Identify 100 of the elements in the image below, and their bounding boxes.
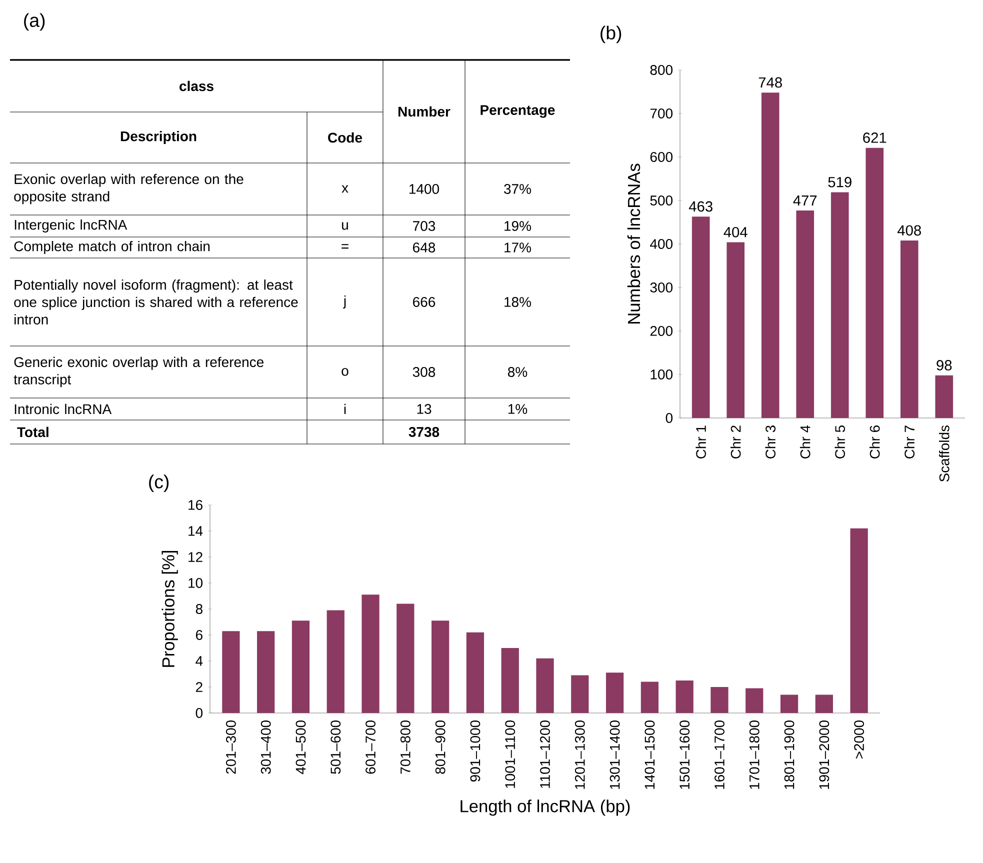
bar bbox=[796, 210, 814, 418]
x-tick-label: 1501–1600 bbox=[680, 720, 690, 789]
data-label: 621 bbox=[863, 132, 886, 143]
x-tick-label: Chr 4 bbox=[800, 425, 810, 458]
category-label: Exonic overlap with reference on the opposite strand bbox=[14, 174, 244, 204]
bar bbox=[326, 610, 344, 713]
y-tick-label: 600 bbox=[650, 152, 673, 162]
category-label: Intronic lncRNA bbox=[14, 404, 112, 414]
bar bbox=[606, 672, 624, 713]
y-tick-label: 0 bbox=[666, 413, 673, 423]
text: Number bbox=[398, 106, 450, 117]
text: Code bbox=[328, 132, 362, 143]
text: = bbox=[342, 244, 348, 249]
bar bbox=[676, 680, 694, 713]
text: 37% bbox=[504, 184, 531, 194]
text: 8% bbox=[508, 367, 528, 377]
bar bbox=[692, 216, 710, 418]
bar bbox=[815, 694, 833, 713]
y-tick-label: 16 bbox=[188, 500, 202, 510]
category-label: Potentially novel isoform (fragment): at least one splice junction is shared with a reference intron bbox=[14, 280, 298, 324]
category-label: Generic exonic overlap with a reference transcript bbox=[14, 356, 264, 388]
bar bbox=[536, 658, 554, 713]
x-tick-label: 1801–1900 bbox=[784, 720, 794, 789]
x-tick-label: 1401–1500 bbox=[644, 720, 655, 789]
x-axis-title: Length of lncRNA (bp) bbox=[460, 800, 630, 816]
y-tick-label: 0 bbox=[196, 708, 203, 718]
y-tick-label: 4 bbox=[196, 656, 203, 666]
x-tick-label: 1701–1800 bbox=[749, 720, 760, 789]
text: Percentage bbox=[480, 105, 555, 118]
x-tick-label: 501–600 bbox=[330, 720, 341, 774]
text: (a) bbox=[24, 13, 45, 31]
x-tick-label: 401–500 bbox=[296, 720, 306, 774]
data-label: 98 bbox=[936, 360, 952, 370]
bar bbox=[900, 240, 918, 418]
chart-title: (b) bbox=[600, 26, 622, 44]
bar bbox=[640, 682, 658, 713]
x-tick-label: Chr 3 bbox=[765, 426, 776, 458]
x-tick-label: 701–800 bbox=[400, 720, 410, 774]
text: 17% bbox=[504, 242, 531, 252]
x-tick-label: Chr 5 bbox=[834, 426, 846, 458]
text: Total bbox=[17, 426, 48, 438]
y-tick-label: 2 bbox=[196, 682, 202, 692]
x-tick-label: Chr 7 bbox=[904, 426, 915, 458]
bar bbox=[850, 528, 868, 713]
y-axis-title: Numbers of lncRNAs bbox=[627, 164, 640, 324]
text: j bbox=[343, 295, 346, 309]
x-tick-label: Chr 2 bbox=[730, 426, 741, 458]
y-tick-label: 300 bbox=[650, 282, 673, 292]
bar bbox=[257, 631, 275, 713]
data-label: 404 bbox=[724, 226, 748, 238]
text: i bbox=[344, 404, 346, 414]
text: class bbox=[180, 80, 214, 92]
bar bbox=[362, 594, 380, 713]
bar bbox=[935, 375, 954, 418]
x-tick-label: 1301–1400 bbox=[610, 720, 620, 789]
text: x bbox=[342, 185, 348, 193]
bar bbox=[571, 675, 589, 713]
y-tick-label: 400 bbox=[650, 239, 673, 249]
y-tick-label: 800 bbox=[650, 65, 673, 75]
bar bbox=[780, 694, 798, 713]
data-label: 748 bbox=[758, 77, 782, 88]
data-label: 13 bbox=[417, 404, 432, 414]
text: o bbox=[342, 368, 348, 376]
bar bbox=[746, 688, 764, 713]
x-tick-label: 1001–1100 bbox=[505, 720, 516, 788]
bar bbox=[866, 148, 884, 418]
x-tick-label: Scaffolds bbox=[939, 425, 950, 482]
data-label: 666 bbox=[413, 297, 436, 307]
x-tick-label: 601–700 bbox=[366, 720, 376, 774]
text: Description bbox=[120, 130, 196, 144]
category-label: Intergenic lncRNA bbox=[14, 219, 128, 233]
y-tick-label: 700 bbox=[650, 108, 673, 118]
text: 18% bbox=[504, 297, 531, 307]
bar bbox=[432, 620, 450, 713]
x-tick-label: 1901–2000 bbox=[819, 720, 830, 789]
text: 19% bbox=[504, 221, 531, 231]
data-label: 463 bbox=[688, 201, 712, 212]
x-tick-label: 1201–1300 bbox=[574, 720, 585, 789]
bar bbox=[761, 92, 780, 418]
x-tick-label: 901–1000 bbox=[470, 720, 480, 782]
x-tick-label: 801–900 bbox=[435, 720, 446, 774]
x-tick-label: 1101–1200 bbox=[540, 720, 550, 788]
bar bbox=[466, 632, 484, 713]
y-tick-label: 500 bbox=[650, 196, 673, 206]
x-tick-label: Chr 6 bbox=[869, 426, 880, 458]
y-tick-label: 12 bbox=[188, 552, 202, 562]
data-label: 1400 bbox=[409, 184, 440, 194]
y-axis-title: Proportions [%] bbox=[162, 551, 178, 667]
data-label: 703 bbox=[413, 221, 436, 231]
x-tick-label: 301–400 bbox=[260, 720, 271, 774]
bar bbox=[830, 192, 849, 418]
data-label: 408 bbox=[897, 225, 921, 236]
y-tick-label: 10 bbox=[188, 578, 203, 588]
y-tick-label: 8 bbox=[196, 604, 202, 614]
bar bbox=[292, 620, 310, 713]
bar bbox=[396, 604, 414, 713]
bar bbox=[726, 242, 745, 418]
x-tick-label: 201–300 bbox=[226, 720, 236, 774]
data-label: 648 bbox=[413, 242, 436, 252]
bar bbox=[501, 648, 519, 713]
